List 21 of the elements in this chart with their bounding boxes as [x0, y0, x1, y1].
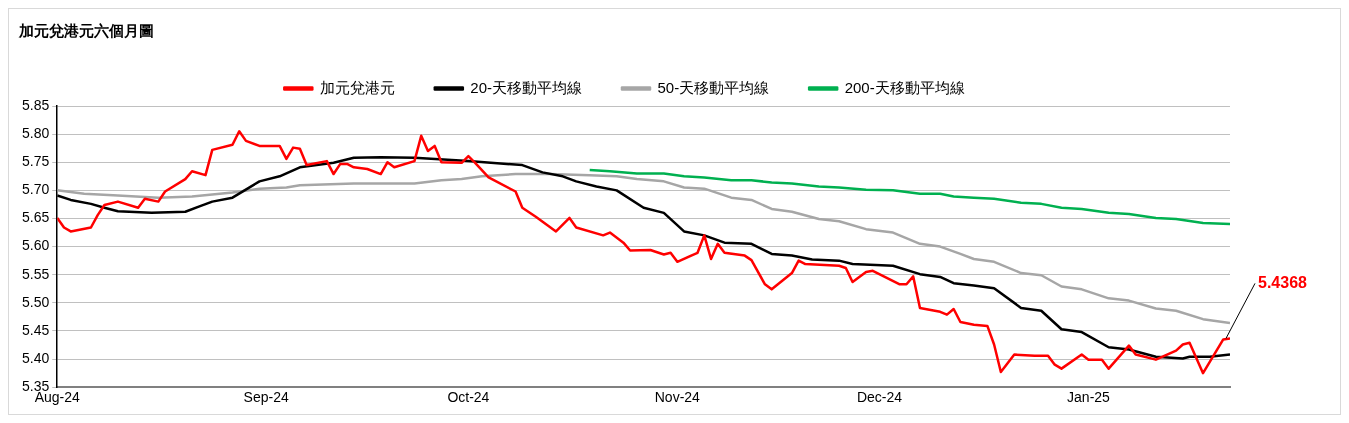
y-tick-label: 5.50 — [22, 293, 50, 310]
y-tick-label: 5.80 — [22, 124, 50, 141]
x-tick-label: Dec-24 — [856, 389, 903, 406]
legend-label: 50-天移動平均線 — [657, 78, 770, 96]
legend-label: 加元兌港元 — [319, 78, 395, 96]
x-tick-label: Sep-24 — [243, 389, 289, 406]
x-tick-label: Jan-25 — [1067, 389, 1111, 406]
annotation: 5.4368 — [1258, 273, 1308, 291]
y-tick-label: 5.70 — [22, 181, 50, 198]
y-tick-label: 5.40 — [22, 349, 50, 366]
x-tick-label: Nov-24 — [654, 389, 701, 406]
y-tick-label: 5.75 — [22, 153, 50, 170]
y-tick-label: 5.60 — [22, 237, 50, 254]
chart-title: 加元兌港元六個月圖 — [18, 22, 154, 40]
legend-label: 20-天移動平均線 — [470, 78, 582, 96]
y-tick-label: 5.55 — [22, 265, 50, 282]
x-tick-label: Oct-24 — [447, 389, 490, 406]
y-tick-label: 5.85 — [22, 96, 50, 113]
y-tick-label: 5.65 — [22, 209, 50, 226]
y-tick-label: 5.45 — [22, 321, 50, 338]
legend-label: 200-天移動平均線 — [844, 78, 965, 96]
